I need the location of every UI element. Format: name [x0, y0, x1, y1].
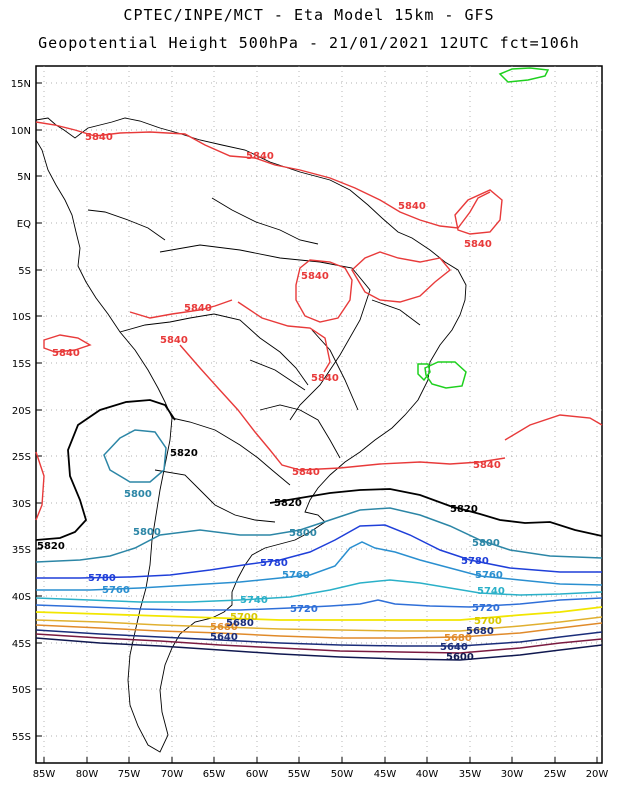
lon-label: 30W — [501, 769, 524, 780]
coastlines — [35, 117, 467, 753]
lon-label: 40W — [416, 769, 439, 780]
label-5680: 5680 — [210, 622, 238, 633]
label-5700: 5700 — [230, 612, 258, 623]
label-5720: 5720 — [290, 604, 318, 615]
label-5800: 5800 — [289, 528, 317, 539]
lon-labels: 85W 80W 75W 70W 65W 60W 55W 50W 45W 40W … — [33, 769, 609, 780]
label-5800: 5800 — [133, 527, 161, 538]
label-5760: 5760 — [475, 570, 503, 581]
lat-label: 50S — [12, 685, 31, 696]
label-5840: 5840 — [160, 335, 188, 346]
lat-label: 45S — [12, 639, 31, 650]
contour-5780 — [36, 524, 602, 579]
map-frame — [35, 65, 603, 764]
label-5840: 5840 — [246, 151, 274, 162]
label-5840: 5840 — [301, 271, 329, 282]
lon-label: 85W — [33, 769, 56, 780]
contour-labels: 5840 5840 5840 5840 5840 5840 5840 5840 … — [37, 132, 505, 663]
contour-5640 — [35, 629, 603, 647]
label-5700: 5700 — [474, 616, 502, 627]
lat-label: 10N — [11, 126, 31, 137]
label-5740: 5740 — [477, 586, 505, 597]
contour-5740 — [35, 579, 603, 603]
lon-label: 35W — [459, 769, 482, 780]
tick-marks — [36, 82, 598, 763]
label-5780: 5780 — [461, 556, 489, 567]
lon-label: 75W — [118, 769, 141, 780]
lat-label: 40S — [12, 592, 31, 603]
lat-label: EQ — [17, 219, 31, 230]
lat-label: 35S — [12, 545, 31, 556]
lon-label: 20W — [586, 769, 609, 780]
lat-label: 10S — [12, 312, 31, 323]
lat-label: 30S — [12, 499, 31, 510]
contour-5760 — [36, 541, 603, 591]
contour-5720 — [35, 597, 603, 611]
lon-label: 45W — [374, 769, 397, 780]
label-5720: 5720 — [472, 603, 500, 614]
label-5840: 5840 — [184, 303, 212, 314]
lon-label: 60W — [246, 769, 269, 780]
lon-label: 55W — [288, 769, 311, 780]
contour-5820-west — [35, 399, 176, 541]
lon-label: 50W — [331, 769, 354, 780]
contour-5600 — [35, 637, 603, 661]
contour-5680-b — [35, 622, 603, 639]
label-5840: 5840 — [292, 467, 320, 478]
label-5820: 5820 — [274, 498, 302, 509]
lat-label: 5N — [17, 172, 31, 183]
label-5840: 5840 — [473, 460, 501, 471]
label-5840: 5840 — [464, 239, 492, 250]
lat-labels: 15N 10N 5N EQ 5S 10S 15S 20S 25S 30S 35S… — [11, 79, 31, 743]
lat-label: 20S — [12, 406, 31, 417]
label-5800: 5800 — [124, 489, 152, 500]
label-5780: 5780 — [88, 573, 116, 584]
label-5800: 5800 — [472, 538, 500, 549]
lon-label: 80W — [76, 769, 99, 780]
lon-label: 25W — [544, 769, 567, 780]
label-5680: 5680 — [466, 626, 494, 637]
contour-5700 — [35, 606, 603, 621]
label-5600: 5600 — [446, 652, 474, 663]
lat-label: 15S — [12, 359, 31, 370]
contour-5680-a — [35, 616, 603, 632]
lat-label: 5S — [18, 266, 31, 277]
contour-5860 — [417, 67, 550, 389]
contour-5800-loop — [103, 429, 167, 483]
label-5740: 5740 — [240, 595, 268, 606]
contour-5820-east — [269, 488, 603, 537]
lon-label: 70W — [161, 769, 184, 780]
label-5760: 5760 — [282, 570, 310, 581]
label-5640: 5640 — [440, 642, 468, 653]
label-5840: 5840 — [398, 201, 426, 212]
lat-label: 55S — [12, 732, 31, 743]
lon-label: 65W — [203, 769, 226, 780]
contour-5840 — [35, 121, 603, 521]
title-line-1: CPTEC/INPE/MCT - Eta Model 15km - GFS — [123, 6, 495, 24]
label-5680: 5680 — [444, 633, 472, 644]
lat-label: 15N — [11, 79, 31, 90]
title-line-2: Geopotential Height 500hPa - 21/01/2021 … — [38, 34, 580, 52]
label-5840: 5840 — [311, 373, 339, 384]
label-5840: 5840 — [85, 132, 113, 143]
label-5640: 5640 — [210, 632, 238, 643]
label-5820: 5820 — [170, 448, 198, 459]
label-5780: 5780 — [260, 558, 288, 569]
label-5820: 5820 — [450, 504, 478, 515]
label-5680: 5680 — [226, 618, 254, 629]
lat-label: 25S — [12, 452, 31, 463]
contour-5800-main — [35, 507, 603, 563]
label-5820: 5820 — [37, 541, 65, 552]
label-5840: 5840 — [52, 348, 80, 359]
label-5760: 5760 — [102, 585, 130, 596]
contour-5620 — [35, 633, 603, 654]
